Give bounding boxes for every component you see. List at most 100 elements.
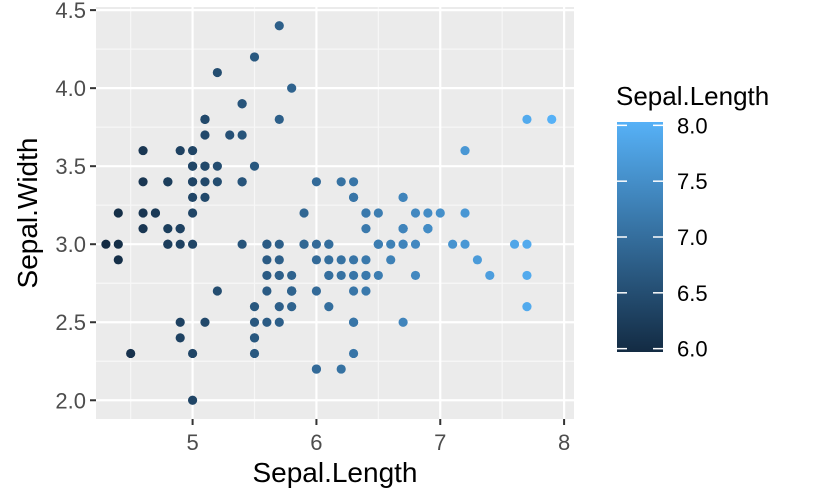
data-point <box>448 239 458 249</box>
data-point <box>249 52 260 62</box>
data-point <box>187 161 198 171</box>
data-point <box>225 130 235 140</box>
data-point <box>212 286 222 296</box>
data-point <box>522 114 532 124</box>
data-point <box>262 255 272 265</box>
plot-panel <box>96 7 574 419</box>
data-point <box>262 239 272 249</box>
y-axis-title: Sepal.Width <box>12 138 43 289</box>
data-point <box>348 192 359 202</box>
data-point <box>398 192 408 202</box>
data-point <box>324 270 334 281</box>
data-point <box>175 333 185 343</box>
data-point <box>311 364 322 374</box>
data-point <box>348 255 359 265</box>
data-point <box>138 145 148 156</box>
data-point <box>547 114 557 124</box>
data-point <box>472 255 483 265</box>
legend-label: 6.0 <box>677 337 708 362</box>
data-point <box>386 239 396 249</box>
legend-label: 6.5 <box>677 281 708 306</box>
data-point <box>299 208 309 218</box>
x-tick-label: 7 <box>434 430 446 455</box>
data-point <box>361 208 371 218</box>
data-point <box>187 145 198 156</box>
data-point <box>262 270 272 281</box>
data-point <box>398 317 408 327</box>
data-point <box>138 224 148 234</box>
data-point <box>187 348 198 359</box>
data-point <box>200 130 210 140</box>
data-point <box>200 317 210 327</box>
data-point <box>187 208 198 218</box>
data-point <box>311 286 322 296</box>
data-point <box>348 270 359 281</box>
data-point <box>212 161 222 171</box>
data-point <box>460 208 470 218</box>
data-point <box>274 21 284 31</box>
data-point <box>163 177 173 187</box>
data-point <box>311 255 322 265</box>
data-point <box>200 114 210 124</box>
data-point <box>386 255 396 265</box>
data-point <box>324 255 334 265</box>
data-point <box>336 364 346 374</box>
data-point <box>249 161 260 171</box>
data-point <box>274 114 284 124</box>
data-point <box>175 145 185 156</box>
data-point <box>410 270 421 281</box>
data-point <box>522 270 532 281</box>
legend-label: 8.0 <box>677 113 708 138</box>
legend-label: 7.5 <box>677 169 708 194</box>
data-point <box>348 317 359 327</box>
data-point <box>126 348 136 359</box>
data-point <box>113 239 123 249</box>
data-point <box>373 239 383 249</box>
data-point <box>423 208 433 218</box>
data-points <box>101 21 557 405</box>
y-tick-label: 3.5 <box>55 154 86 179</box>
x-axis-title: Sepal.Length <box>252 457 417 488</box>
data-point <box>249 348 260 359</box>
data-point <box>460 239 470 249</box>
data-point <box>361 270 371 281</box>
legend-ticks: 6.0 6.5 7.0 7.5 8.0 <box>617 113 708 362</box>
x-tick-label: 8 <box>558 430 570 455</box>
data-point <box>175 239 185 249</box>
y-tick-label: 3.0 <box>55 232 86 257</box>
data-point <box>287 302 297 312</box>
x-tick-label: 6 <box>310 430 322 455</box>
data-point <box>113 255 123 265</box>
data-point <box>287 286 297 296</box>
data-point <box>435 208 445 218</box>
data-point <box>287 270 297 281</box>
data-point <box>274 302 284 312</box>
data-point <box>249 333 260 343</box>
data-point <box>287 83 297 93</box>
data-point <box>274 270 284 281</box>
data-point <box>460 145 470 156</box>
color-legend: Sepal.Length 6.0 6.5 7.0 7.5 8.0 <box>616 81 769 362</box>
data-point <box>200 192 210 202</box>
data-point <box>522 239 532 249</box>
data-point <box>237 239 247 249</box>
data-point <box>423 224 433 234</box>
y-tick-label: 4.0 <box>55 76 86 101</box>
data-point <box>200 177 210 187</box>
data-point <box>212 177 222 187</box>
data-point <box>187 239 198 249</box>
data-point <box>101 239 111 249</box>
legend-title: Sepal.Length <box>616 81 769 111</box>
data-point <box>113 208 123 218</box>
data-point <box>163 239 173 249</box>
data-point <box>249 317 260 327</box>
data-point <box>336 177 346 187</box>
data-point <box>324 302 334 312</box>
data-point <box>138 208 148 218</box>
data-point <box>373 208 383 218</box>
data-point <box>348 286 359 296</box>
data-point <box>237 99 247 109</box>
y-tick-label: 2.5 <box>55 310 86 335</box>
data-point <box>361 286 371 296</box>
